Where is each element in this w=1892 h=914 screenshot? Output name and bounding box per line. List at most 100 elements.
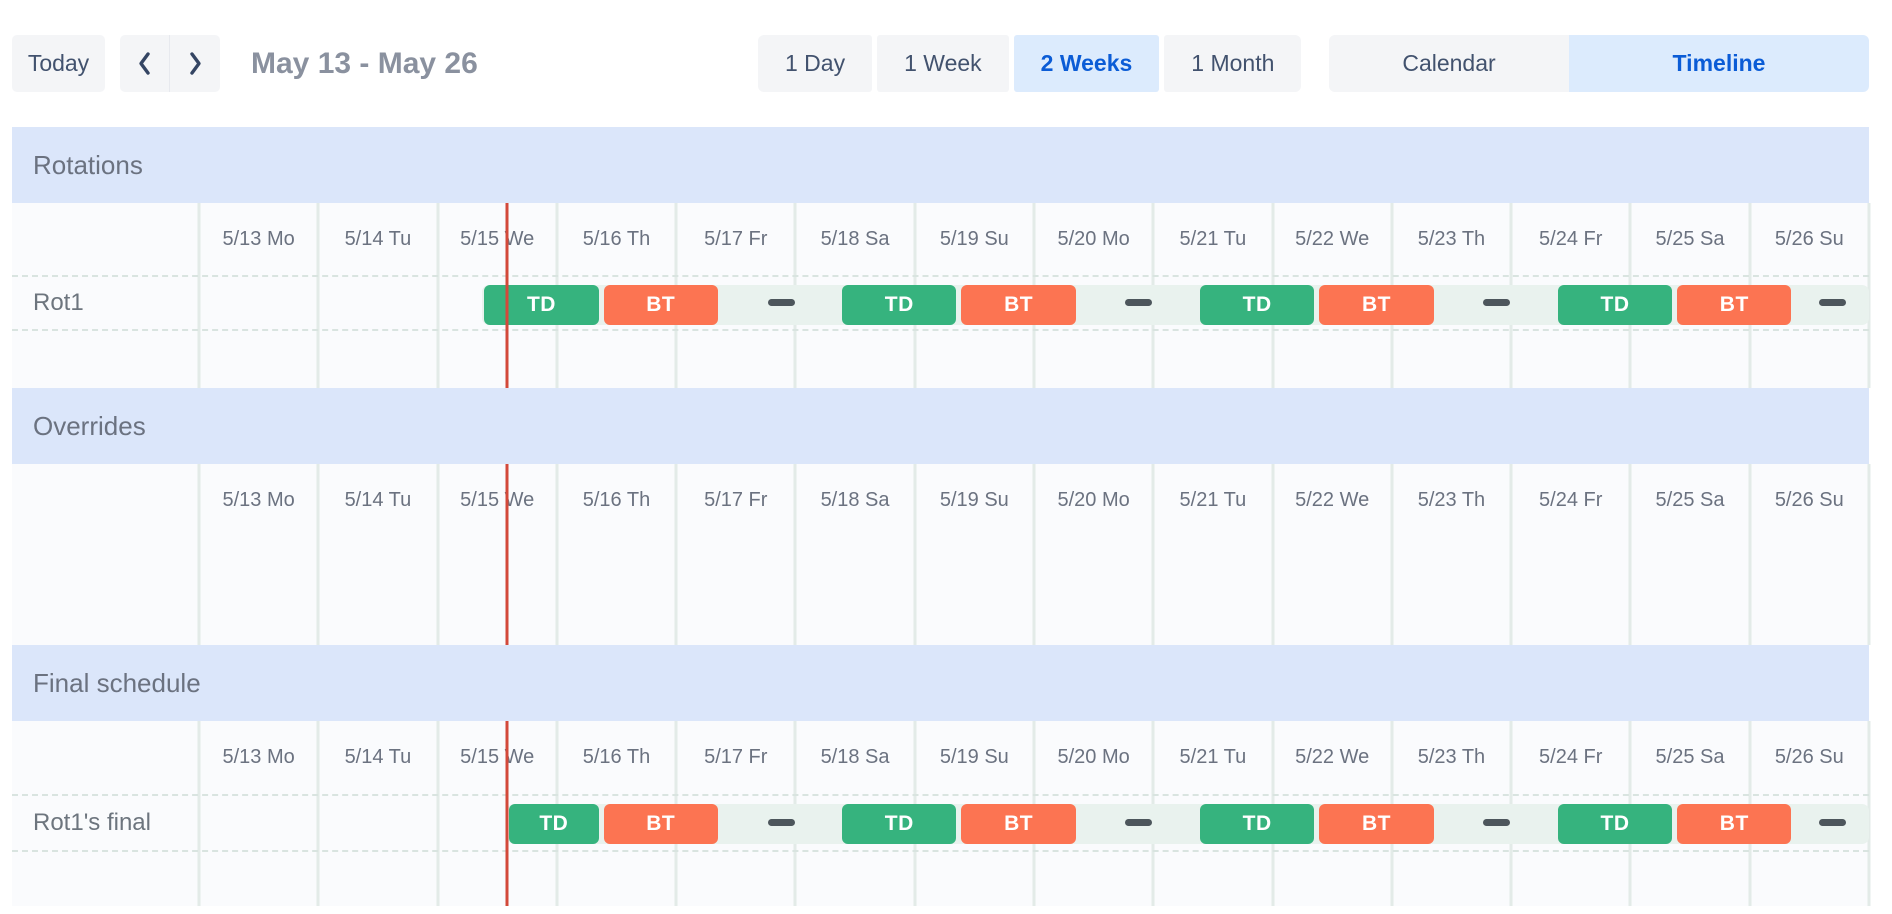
empty-row <box>12 331 1869 388</box>
shift-bar-bt[interactable]: BT <box>603 804 718 844</box>
date-cell: 5/26 Su <box>1750 464 1869 536</box>
date-label: 5/14 Tu <box>344 227 412 250</box>
date-label: 5/19 Su <box>939 488 1009 511</box>
date-label: 5/17 Fr <box>704 488 768 511</box>
date-cell: 5/26 Su <box>1750 721 1869 794</box>
date-label: 5/25 Sa <box>1655 488 1725 511</box>
date-cell: 5/16 Th <box>557 721 676 794</box>
empty-row <box>12 852 1869 906</box>
view-option-1-week[interactable]: 1 Week <box>877 35 1009 92</box>
gap-dash <box>1819 819 1847 826</box>
date-label: 5/24 Fr <box>1539 746 1603 768</box>
date-label: 5/20 Mo <box>1057 488 1130 511</box>
gap-dash <box>1483 819 1511 826</box>
mode-option-timeline[interactable]: Timeline <box>1569 35 1869 92</box>
chevron-right-icon <box>187 50 204 77</box>
date-cell: 5/24 Fr <box>1511 721 1630 794</box>
date-label: 5/23 Th <box>1417 227 1486 250</box>
date-cell: 5/25 Sa <box>1630 464 1749 536</box>
section-header-final: Final schedule <box>12 645 1869 721</box>
date-label: 5/25 Sa <box>1655 746 1725 768</box>
date-cell: 5/16 Th <box>557 464 676 536</box>
row-label: Rot1 <box>33 289 84 316</box>
date-cell: 5/15 We <box>438 464 557 536</box>
date-label: 5/14 Tu <box>344 746 412 768</box>
date-label: 5/16 Th <box>582 746 651 768</box>
date-nav-group <box>120 35 220 92</box>
shift-bar-td[interactable]: TD <box>509 804 599 844</box>
date-label: 5/23 Th <box>1417 746 1486 768</box>
shift-bar-bt[interactable]: BT <box>603 285 718 325</box>
date-cell: 5/22 We <box>1273 721 1392 794</box>
shift-bar-td[interactable]: TD <box>1557 804 1673 844</box>
date-label: 5/22 We <box>1295 488 1370 511</box>
date-header-row: 5/13 Mo 5/14 Tu 5/15 We 5/16 Th 5/17 Fr 5/18 … <box>12 464 1869 536</box>
shift-bar-bt[interactable]: BT <box>1319 285 1434 325</box>
section-grid-rotations: 5/13 Mo 5/14 Tu 5/15 We 5/16 Th 5/17 Fr 5/18 … <box>12 203 1871 388</box>
view-option-1-month[interactable]: 1 Month <box>1164 35 1302 92</box>
date-cell: 5/21 Tu <box>1153 203 1272 275</box>
shift-bar-bt[interactable]: BT <box>1677 285 1792 325</box>
row-track-area: TD BT TD BT TD BT TD BT <box>199 796 1869 850</box>
view-mode-switcher: Calendar Timeline <box>1329 35 1869 92</box>
shift-bar-bt[interactable]: BT <box>1319 804 1434 844</box>
view-option-2-weeks[interactable]: 2 Weeks <box>1013 35 1160 92</box>
date-cell: 5/19 Su <box>915 203 1034 275</box>
date-cell: 5/25 Sa <box>1630 203 1749 275</box>
today-button[interactable]: Today <box>12 35 105 92</box>
prev-button[interactable] <box>120 35 170 92</box>
section-header-overrides: Overrides <box>12 388 1869 464</box>
section-grid-overrides: 5/13 Mo 5/14 Tu 5/15 We 5/16 Th 5/17 Fr 5/18 … <box>12 464 1871 645</box>
shift-bar-td[interactable]: TD <box>842 285 957 325</box>
date-label: 5/15 We <box>460 746 535 768</box>
date-label: 5/26 Su <box>1774 227 1844 250</box>
date-label: 5/14 Tu <box>344 488 412 511</box>
gap-dash <box>767 299 795 306</box>
section-title: Rotations <box>33 149 143 180</box>
date-label: 5/26 Su <box>1774 488 1844 511</box>
gap-dash <box>1125 819 1153 826</box>
shift-bar-bt[interactable]: BT <box>961 804 1076 844</box>
date-header-row: 5/13 Mo 5/14 Tu 5/15 We 5/16 Th 5/17 Fr 5/18 … <box>12 721 1869 794</box>
date-cell: 5/16 Th <box>557 203 676 275</box>
date-label: 5/13 Mo <box>222 746 295 768</box>
shift-bar-td[interactable]: TD <box>1557 285 1673 325</box>
shift-bar-bt[interactable]: BT <box>1677 804 1792 844</box>
date-label: 5/23 Th <box>1417 488 1486 511</box>
shift-bar-td[interactable]: TD <box>842 804 957 844</box>
date-cell: 5/17 Fr <box>676 464 795 536</box>
date-label: 5/15 We <box>460 488 535 511</box>
date-label: 5/18 Sa <box>820 746 890 768</box>
date-cell: 5/17 Fr <box>676 721 795 794</box>
view-option-1-day[interactable]: 1 Day <box>758 35 873 92</box>
date-header-row: 5/13 Mo 5/14 Tu 5/15 We 5/16 Th 5/17 Fr 5/18 … <box>12 203 1869 275</box>
timeline-sections: Rotations 5/13 Mo 5/14 Tu 5/15 We 5/16 Th 5/1… <box>12 127 1871 906</box>
mode-option-calendar[interactable]: Calendar <box>1329 35 1569 92</box>
date-label: 5/26 Su <box>1774 746 1844 768</box>
empty-row <box>12 536 1869 645</box>
date-cell: 5/17 Fr <box>676 203 795 275</box>
date-cell: 5/25 Sa <box>1630 721 1749 794</box>
date-cell: 5/22 We <box>1273 464 1392 536</box>
section-title: Overrides <box>33 410 146 441</box>
schedule-row: Rot1 TD BT TD BT TD BT TD BT <box>12 275 1869 331</box>
shift-bar-bt[interactable]: BT <box>961 285 1076 325</box>
date-cell: 5/21 Tu <box>1153 464 1272 536</box>
shift-bar-td[interactable]: TD <box>1200 285 1315 325</box>
date-label: 5/21 Tu <box>1179 746 1247 768</box>
date-cell: 5/14 Tu <box>318 203 437 275</box>
date-cell: 5/20 Mo <box>1034 721 1153 794</box>
date-cell: 5/15 We <box>438 203 557 275</box>
date-label: 5/24 Fr <box>1539 227 1603 250</box>
shift-bar-td[interactable]: TD <box>1200 804 1315 844</box>
gap-dash <box>1483 299 1511 306</box>
date-label: 5/13 Mo <box>222 488 295 511</box>
date-cell: 5/23 Th <box>1392 203 1511 275</box>
next-button[interactable] <box>170 35 220 92</box>
date-cell: 5/18 Sa <box>795 721 914 794</box>
date-label: 5/20 Mo <box>1057 746 1130 768</box>
date-cell: 5/18 Sa <box>795 203 914 275</box>
date-cell: 5/20 Mo <box>1034 203 1153 275</box>
shift-bar-td[interactable]: TD <box>484 285 599 325</box>
date-cell: 5/23 Th <box>1392 464 1511 536</box>
